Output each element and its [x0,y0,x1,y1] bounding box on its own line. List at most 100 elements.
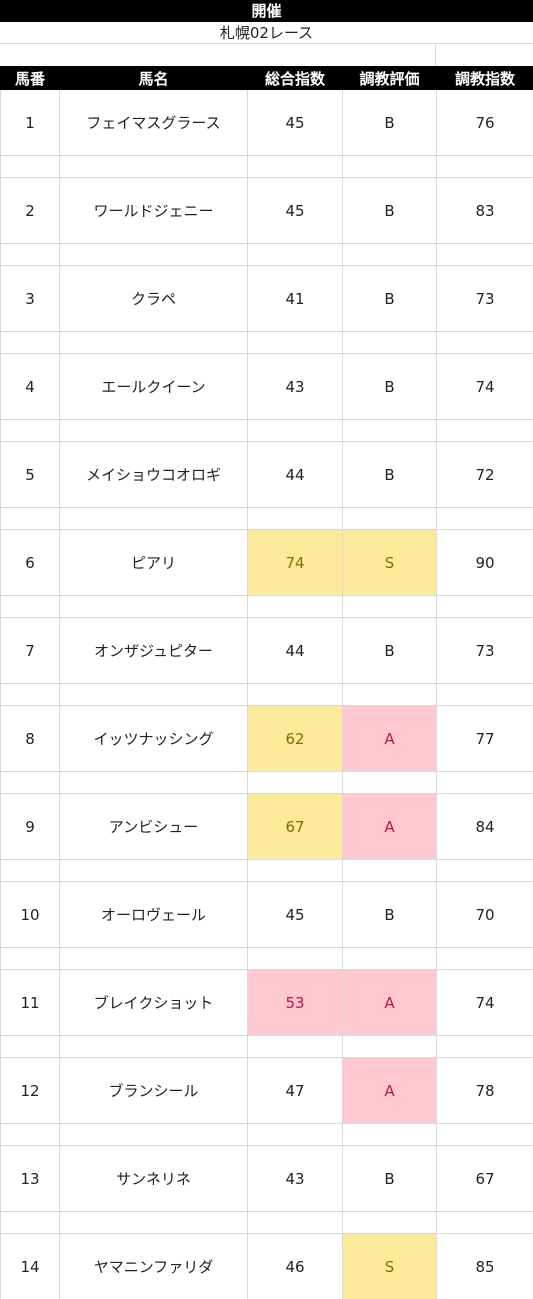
row-spacer [0,595,533,618]
spacer-cell [247,1123,343,1146]
total-index: 41 [247,265,343,332]
training-eval: B [342,441,437,508]
horse-number: 7 [0,617,60,684]
horse-number: 3 [0,265,60,332]
column-header-horse-name: 馬名 [59,66,248,90]
horse-number: 11 [0,969,60,1036]
table-row: 13 サンネリネ 43 B 67 [0,1145,533,1212]
spacer-cell [59,1211,248,1234]
table-row: 9 アンビシュー 67 A 84 [0,793,533,860]
table-row: 11 ブレイクショット 53 A 74 [0,969,533,1036]
row-spacer [0,419,533,442]
spacer-cell [342,595,437,618]
table-row: 12 ブランシール 47 A 78 [0,1057,533,1124]
spacer-cell [59,947,248,970]
table-row: 8 イッツナッシング 62 A 77 [0,705,533,772]
spacer-cell [436,683,533,706]
spacer-cell [0,1035,60,1058]
table-row: 6 ピアリ 74 S 90 [0,529,533,596]
horse-name: オーロヴェール [59,881,248,948]
spacer-cell [0,947,60,970]
spacer-cell [342,1211,437,1234]
spacer-cell [342,155,437,178]
total-index: 47 [247,1057,343,1124]
spacer-cell [59,771,248,794]
total-index: 45 [247,881,343,948]
table-header-row: 馬番 馬名 総合指数 調教評価 調教指数 [0,66,533,90]
training-index: 72 [436,441,533,508]
spacer-cell [247,331,343,354]
total-index: 44 [247,441,343,508]
spacer-row [0,44,533,66]
training-index: 78 [436,1057,533,1124]
spacer-cell [436,1035,533,1058]
table-row: 1 フェイマスグラース 45 B 76 [0,89,533,156]
spacer-cell [0,595,60,618]
training-index: 70 [436,881,533,948]
training-eval: A [342,969,437,1036]
training-index: 90 [436,529,533,596]
row-spacer [0,683,533,706]
training-index: 85 [436,1233,533,1299]
training-eval: B [342,265,437,332]
spacer-cell [436,331,533,354]
training-index: 84 [436,793,533,860]
training-eval: A [342,793,437,860]
spacer-cell [59,331,248,354]
horse-number: 1 [0,89,60,156]
training-index: 73 [436,617,533,684]
spacer-cell [0,1211,60,1234]
spacer-cell [247,1035,343,1058]
horse-number: 6 [0,529,60,596]
row-spacer [0,771,533,794]
total-index: 53 [247,969,343,1036]
table-row: 3 クラペ 41 B 73 [0,265,533,332]
table-row: 5 メイショウコオロギ 44 B 72 [0,441,533,508]
training-index: 74 [436,353,533,420]
spacer-cell [247,243,343,266]
spacer-cell [0,771,60,794]
spacer-cell [0,507,60,530]
horse-name: ブランシール [59,1057,248,1124]
column-header-training-eval: 調教評価 [342,66,437,90]
spacer-cell [0,243,60,266]
total-index: 74 [247,529,343,596]
horse-number: 13 [0,1145,60,1212]
spacer-cell [0,683,60,706]
spacer-cell [247,859,343,882]
horse-number: 8 [0,705,60,772]
spacer-cell [247,419,343,442]
horse-number: 10 [0,881,60,948]
spacer-cell [247,507,343,530]
spacer-cell [247,595,343,618]
row-spacer [0,331,533,354]
total-index: 45 [247,89,343,156]
training-eval: B [342,881,437,948]
training-eval: A [342,1057,437,1124]
total-index: 43 [247,353,343,420]
row-spacer [0,1123,533,1146]
horse-number: 2 [0,177,60,244]
spacer-cell [342,859,437,882]
table-row: 4 エールクイーン 43 B 74 [0,353,533,420]
grid-divider [435,44,436,66]
training-eval: S [342,529,437,596]
total-index: 43 [247,1145,343,1212]
horse-name: ワールドジェニー [59,177,248,244]
training-eval: B [342,617,437,684]
training-index: 77 [436,705,533,772]
spacer-cell [436,595,533,618]
spacer-cell [0,155,60,178]
training-eval: A [342,705,437,772]
horse-name: ヤマニンファリダ [59,1233,248,1299]
total-index: 45 [247,177,343,244]
spacer-cell [436,155,533,178]
spacer-cell [0,1123,60,1146]
training-eval: B [342,353,437,420]
spacer-cell [247,683,343,706]
spacer-cell [342,947,437,970]
spacer-cell [436,419,533,442]
spacer-cell [342,1123,437,1146]
spacer-cell [247,947,343,970]
table-row: 10 オーロヴェール 45 B 70 [0,881,533,948]
